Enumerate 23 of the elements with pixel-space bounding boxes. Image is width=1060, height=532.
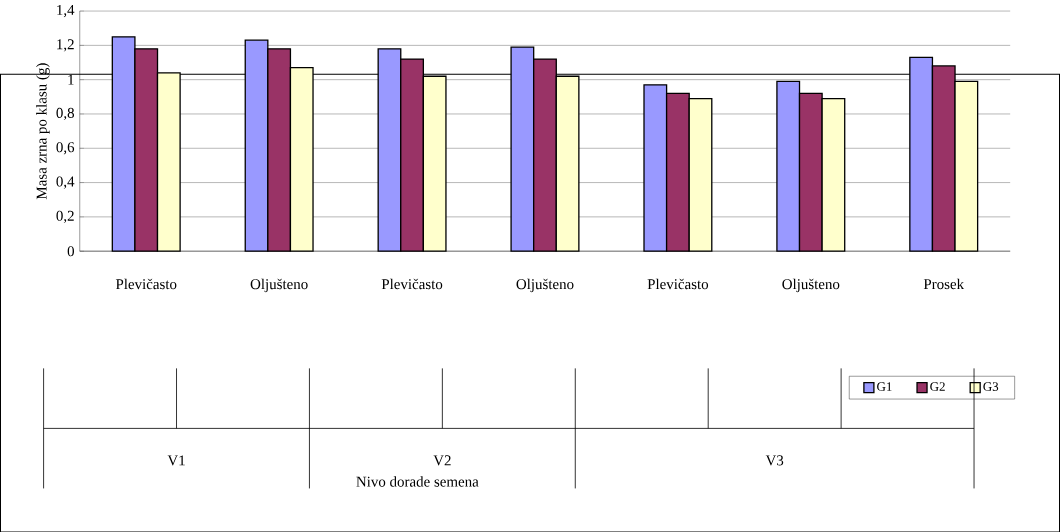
legend-label: G3 <box>983 382 999 391</box>
text: Nivo dorade semena <box>356 475 479 487</box>
x-tick-label: Oljušteno <box>516 278 574 292</box>
x-tick-label: Plevičasto <box>381 278 443 289</box>
x-tick-label: Plevičasto <box>647 278 709 289</box>
text: V2 <box>433 455 451 466</box>
y-tick-label: 0,6 <box>56 141 75 155</box>
y-tick-label: 0,8 <box>56 107 75 120</box>
legend-label: G1 <box>877 382 892 391</box>
y-tick-label: 0,4 <box>56 176 75 189</box>
x-tick-label: Oljušteno <box>250 278 308 292</box>
y-tick-label: 0 <box>67 245 75 256</box>
x-tick-label: Prosek <box>923 278 965 289</box>
y-axis-title: Masa zrna po klasu (g) <box>36 63 50 199</box>
y-tick-label: 1 <box>68 74 74 85</box>
x-tick-label: Plevičasto <box>115 278 177 289</box>
text: V3 <box>765 455 784 466</box>
y-tick-label: 1,2 <box>57 39 74 52</box>
legend-label: G2 <box>930 382 945 391</box>
y-tick-label: 1,4 <box>57 4 75 17</box>
y-tick-label: 0,2 <box>56 210 74 223</box>
text: V1 <box>167 455 185 466</box>
x-tick-label: Oljušteno <box>782 278 840 292</box>
